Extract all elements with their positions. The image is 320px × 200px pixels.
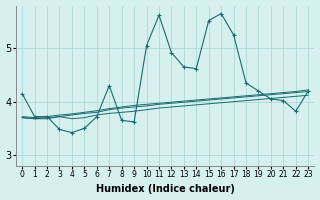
X-axis label: Humidex (Indice chaleur): Humidex (Indice chaleur): [96, 184, 235, 194]
